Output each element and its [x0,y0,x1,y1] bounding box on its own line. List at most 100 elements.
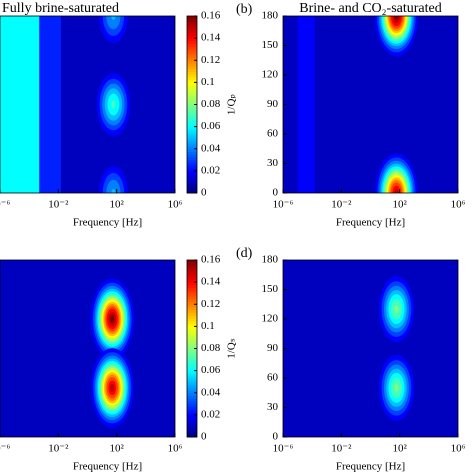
panel-title: Brine- and CO₂-saturated [299,1,442,16]
colorbar-swatch [187,162,197,166]
heatmap-contour [106,16,121,30]
x-tick-label: 10⁻⁶ [273,199,294,211]
colorbar-swatch [187,370,197,374]
colorbar-swatch [187,260,197,264]
colorbar-swatch [187,276,197,280]
colorbar-swatch [187,57,197,61]
x-tick-label: 10⁻² [331,443,352,455]
colorbar-swatch [187,345,197,349]
colorbar-tick-label: 0 [201,187,207,199]
colorbar-swatch [187,187,197,191]
colorbar-swatch [187,340,197,344]
colorbar-swatch [187,425,197,430]
plot-area [283,16,458,193]
colorbar-swatch [187,63,197,67]
colorbar-swatch [187,331,197,336]
plot-area [0,260,175,437]
x-tick-label: 10⁻² [48,443,69,455]
colorbar-swatch [187,24,197,28]
heatmap-contour [111,100,116,109]
colorbar-swatch [187,334,197,338]
y-tick-label: 180 [262,10,279,22]
colorbar-swatch [187,309,197,314]
colorbar-tick-label: 0.14 [201,32,221,44]
colorbar-label: 1/Qₛ [226,338,238,359]
colorbar-swatch [187,295,197,300]
x-tick-label: 10² [110,199,125,211]
colorbar-swatch [187,32,197,36]
colorbar-swatch [187,79,197,83]
colorbar-swatch [187,287,197,291]
colorbar-tick-label: 0.08 [201,98,221,110]
colorbar-swatch [187,378,197,383]
colorbar-swatch [187,159,197,164]
y-tick-label: 0 [273,187,279,199]
colorbar-swatch [187,129,197,133]
heatmap-contour [111,189,116,193]
colorbar-swatch [187,284,197,289]
colorbar-swatch [187,85,197,89]
colorbar-swatch [187,312,197,316]
colorbar-swatch [187,401,197,405]
colorbar-swatch [187,65,197,70]
colorbar-swatch [187,121,197,125]
colorbar-swatch [187,82,197,86]
colorbar-swatch [187,376,197,380]
x-axis-label: Frequency [Hz] [336,461,405,473]
y-tick-label: 120 [262,69,279,81]
colorbar-swatch [187,271,197,275]
colorbar-swatch [187,143,197,147]
colorbar-swatch [187,71,197,75]
x-tick-label: 10⁶ [451,443,466,455]
colorbar-swatch [187,304,197,308]
colorbar-swatch [187,423,197,427]
colorbar-swatch [187,46,197,50]
y-tick-label: 180 [262,254,279,266]
heatmap-band [39,16,61,193]
colorbar-swatch [187,318,197,322]
colorbar-swatch [187,282,197,286]
y-tick-label: 0 [273,431,279,443]
plot-area [283,260,458,437]
colorbar-swatch [187,337,197,341]
x-tick-label: 10² [393,199,408,211]
x-axis-label: Frequency [Hz] [73,217,142,229]
colorbar-swatch [187,409,197,413]
colorbar-tick-label: 0.16 [201,254,221,266]
colorbar-swatch [187,431,197,435]
colorbar-swatch [187,403,197,408]
colorbar-swatch [187,262,197,267]
colorbar-swatch [187,101,197,105]
colorbar-swatch [187,293,197,297]
colorbar-swatch [187,395,197,399]
heatmap-contour [111,16,116,20]
colorbar-swatch [187,406,197,410]
axes-frame [0,15,176,194]
x-tick-label: 10² [393,443,408,455]
heatmap-contour [394,383,399,392]
colorbar-tick-label: 0.04 [201,142,221,154]
colorbar-swatch [187,320,197,325]
colorbar-swatch [187,176,197,180]
colorbar-swatch [187,381,197,385]
colorbar-swatch [187,323,197,327]
colorbar-swatch [187,170,197,175]
x-tick-label: 10² [110,443,125,455]
colorbar-swatch [187,112,197,117]
colorbar-swatch [187,21,197,25]
colorbar-swatch [187,118,197,122]
x-tick-label: 10⁻⁶ [273,443,294,455]
heatmap-band [297,16,315,193]
colorbar-swatch [187,384,197,388]
x-tick-label: 10⁻⁶ [0,199,10,211]
colorbar-swatch [187,434,197,438]
colorbar-swatch [187,326,197,330]
y-tick-label: 120 [262,313,279,325]
colorbar-swatch [187,49,197,53]
colorbar-tick-label: 0.04 [201,386,221,398]
colorbar-swatch [187,342,197,347]
colorbar-swatch [187,414,197,419]
colorbar-swatch [187,389,197,394]
colorbar-swatch [187,420,197,424]
